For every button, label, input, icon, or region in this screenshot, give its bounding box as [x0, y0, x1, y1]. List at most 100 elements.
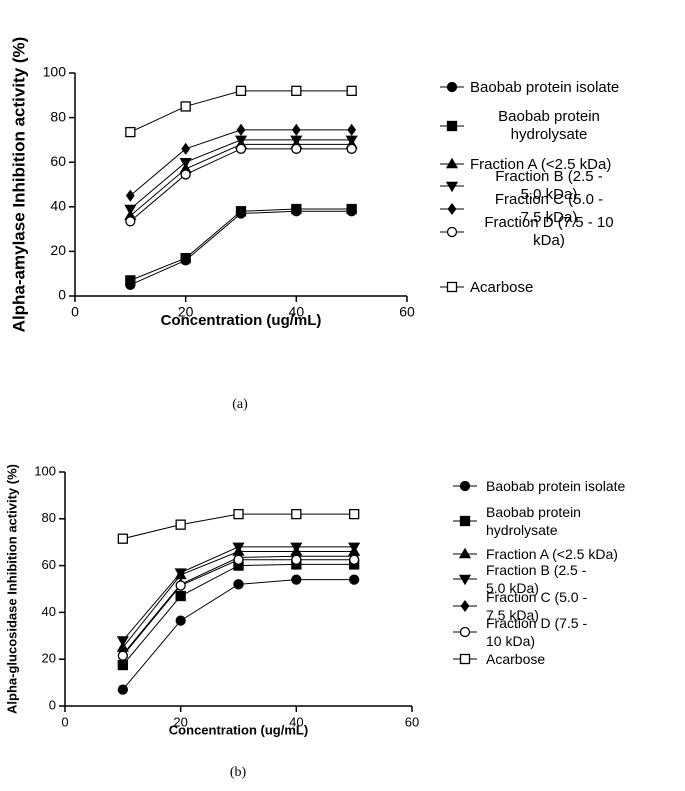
- point: [124, 204, 137, 216]
- legend-label: Acarbose: [470, 278, 534, 296]
- legend-item: Baobab protein hydrolysate: [438, 108, 614, 144]
- point: [180, 169, 191, 180]
- point: [349, 574, 360, 585]
- legend-marker: [453, 480, 477, 492]
- point: [116, 636, 129, 647]
- point: [117, 684, 128, 695]
- legend-marker: [453, 547, 477, 559]
- point: [459, 480, 471, 492]
- x-tick-label: 40: [289, 304, 305, 320]
- point: [348, 542, 361, 554]
- y-tick-label: 0: [49, 697, 56, 712]
- series-line: [130, 143, 352, 217]
- point: [459, 515, 471, 527]
- legend-item: Baobab protein isolate: [451, 476, 625, 496]
- point: [445, 181, 459, 193]
- point: [347, 123, 357, 136]
- legend-marker: [453, 515, 477, 527]
- legend-marker: [440, 202, 464, 216]
- point: [446, 120, 458, 132]
- point: [446, 226, 458, 238]
- point: [459, 626, 471, 638]
- point: [175, 519, 186, 530]
- caption: (b): [230, 765, 247, 780]
- point: [232, 542, 245, 554]
- point: [447, 202, 457, 216]
- series-line: [122, 559, 355, 657]
- legend-label: Fraction B (2.5 - 5.0 kDa): [495, 168, 603, 203]
- legend-item: Fraction C (5.0 - 7.5 kDa): [438, 191, 614, 227]
- legend-marker: [440, 157, 464, 169]
- x-tick-label: 60: [399, 304, 415, 320]
- legend-label: Fraction B (2.5 - 5.0 kDa): [486, 562, 587, 596]
- legend-label: Fraction C (5.0 - 7.5 kDa): [486, 589, 588, 623]
- y-tick-label: 80: [50, 108, 66, 124]
- x-axis-label: Concentration (ug/mL): [169, 722, 308, 737]
- y-tick-label: 40: [50, 198, 66, 214]
- legend-item: Fraction A (<2.5 kDa): [438, 154, 611, 174]
- legend-label: Baobab protein hydrolysate: [498, 108, 600, 143]
- point: [346, 85, 357, 96]
- y-tick-label: 60: [42, 557, 56, 572]
- y-tick-label: 80: [42, 510, 56, 525]
- legend-label: Baobab protein isolate: [470, 78, 620, 96]
- x-tick-label: 0: [71, 304, 79, 320]
- legend-label: Fraction D (7.5 - 10 kDa): [486, 615, 588, 649]
- point: [345, 135, 358, 147]
- legend-label: Fraction A (<2.5 kDa): [470, 155, 612, 173]
- point: [175, 615, 186, 626]
- point: [460, 599, 470, 613]
- y-tick-label: 20: [42, 651, 56, 666]
- point: [458, 547, 472, 559]
- y-axis-label: Alpha-glucosidase Inhibition activity (%…: [4, 464, 19, 714]
- legend-marker: [440, 281, 464, 293]
- point: [175, 590, 186, 602]
- x-tick-label: 60: [405, 714, 419, 729]
- point: [290, 135, 303, 147]
- x-tick-label: 0: [61, 714, 68, 729]
- legend-marker: [440, 120, 464, 132]
- point: [445, 157, 459, 169]
- legend-label: Acarbose: [486, 651, 546, 667]
- point: [291, 554, 302, 565]
- legend-item: Baobab protein hydrolysate: [451, 503, 606, 539]
- point: [291, 203, 302, 215]
- legend-label: Fraction C (5.0 - 7.5 kDa): [494, 191, 604, 226]
- point: [125, 275, 136, 286]
- point: [125, 216, 136, 227]
- point: [236, 123, 246, 136]
- point: [180, 101, 191, 112]
- series-line: [130, 210, 352, 286]
- legend-item: Acarbose: [451, 649, 545, 669]
- legend-label: Fraction A (<2.5 kDa): [486, 546, 618, 562]
- point: [235, 206, 247, 217]
- legend-marker: [440, 181, 464, 193]
- point: [233, 554, 244, 565]
- x-tick-label: 20: [173, 714, 187, 729]
- y-tick-label: 100: [34, 463, 56, 478]
- point: [117, 650, 128, 661]
- point: [346, 203, 357, 215]
- point: [349, 554, 360, 565]
- legend-item: Fraction D (7.5 - 10 kDa): [438, 214, 614, 250]
- point: [125, 126, 136, 138]
- chart: 0 20 40 60 80 100 0 20 40 60 Concentration (ug/mL)…: [4, 463, 419, 780]
- point: [117, 659, 128, 671]
- point: [290, 542, 303, 554]
- legend-item: Fraction D (7.5 - 10 kDa): [451, 614, 606, 650]
- point: [235, 85, 247, 96]
- x-tick-label: 20: [178, 304, 194, 320]
- point: [181, 142, 191, 155]
- point: [180, 252, 191, 264]
- y-tick-label: 100: [43, 64, 67, 80]
- y-tick-label: 40: [42, 604, 56, 619]
- caption: (a): [232, 397, 248, 412]
- legend-label: Fraction D (7.5 - 10 kDa): [484, 214, 614, 249]
- point: [175, 580, 186, 591]
- legend-marker: [453, 599, 477, 613]
- legend-item: Baobab protein isolate: [438, 77, 619, 97]
- point: [446, 281, 458, 293]
- legend-item: Fraction A (<2.5 kDa): [451, 544, 618, 564]
